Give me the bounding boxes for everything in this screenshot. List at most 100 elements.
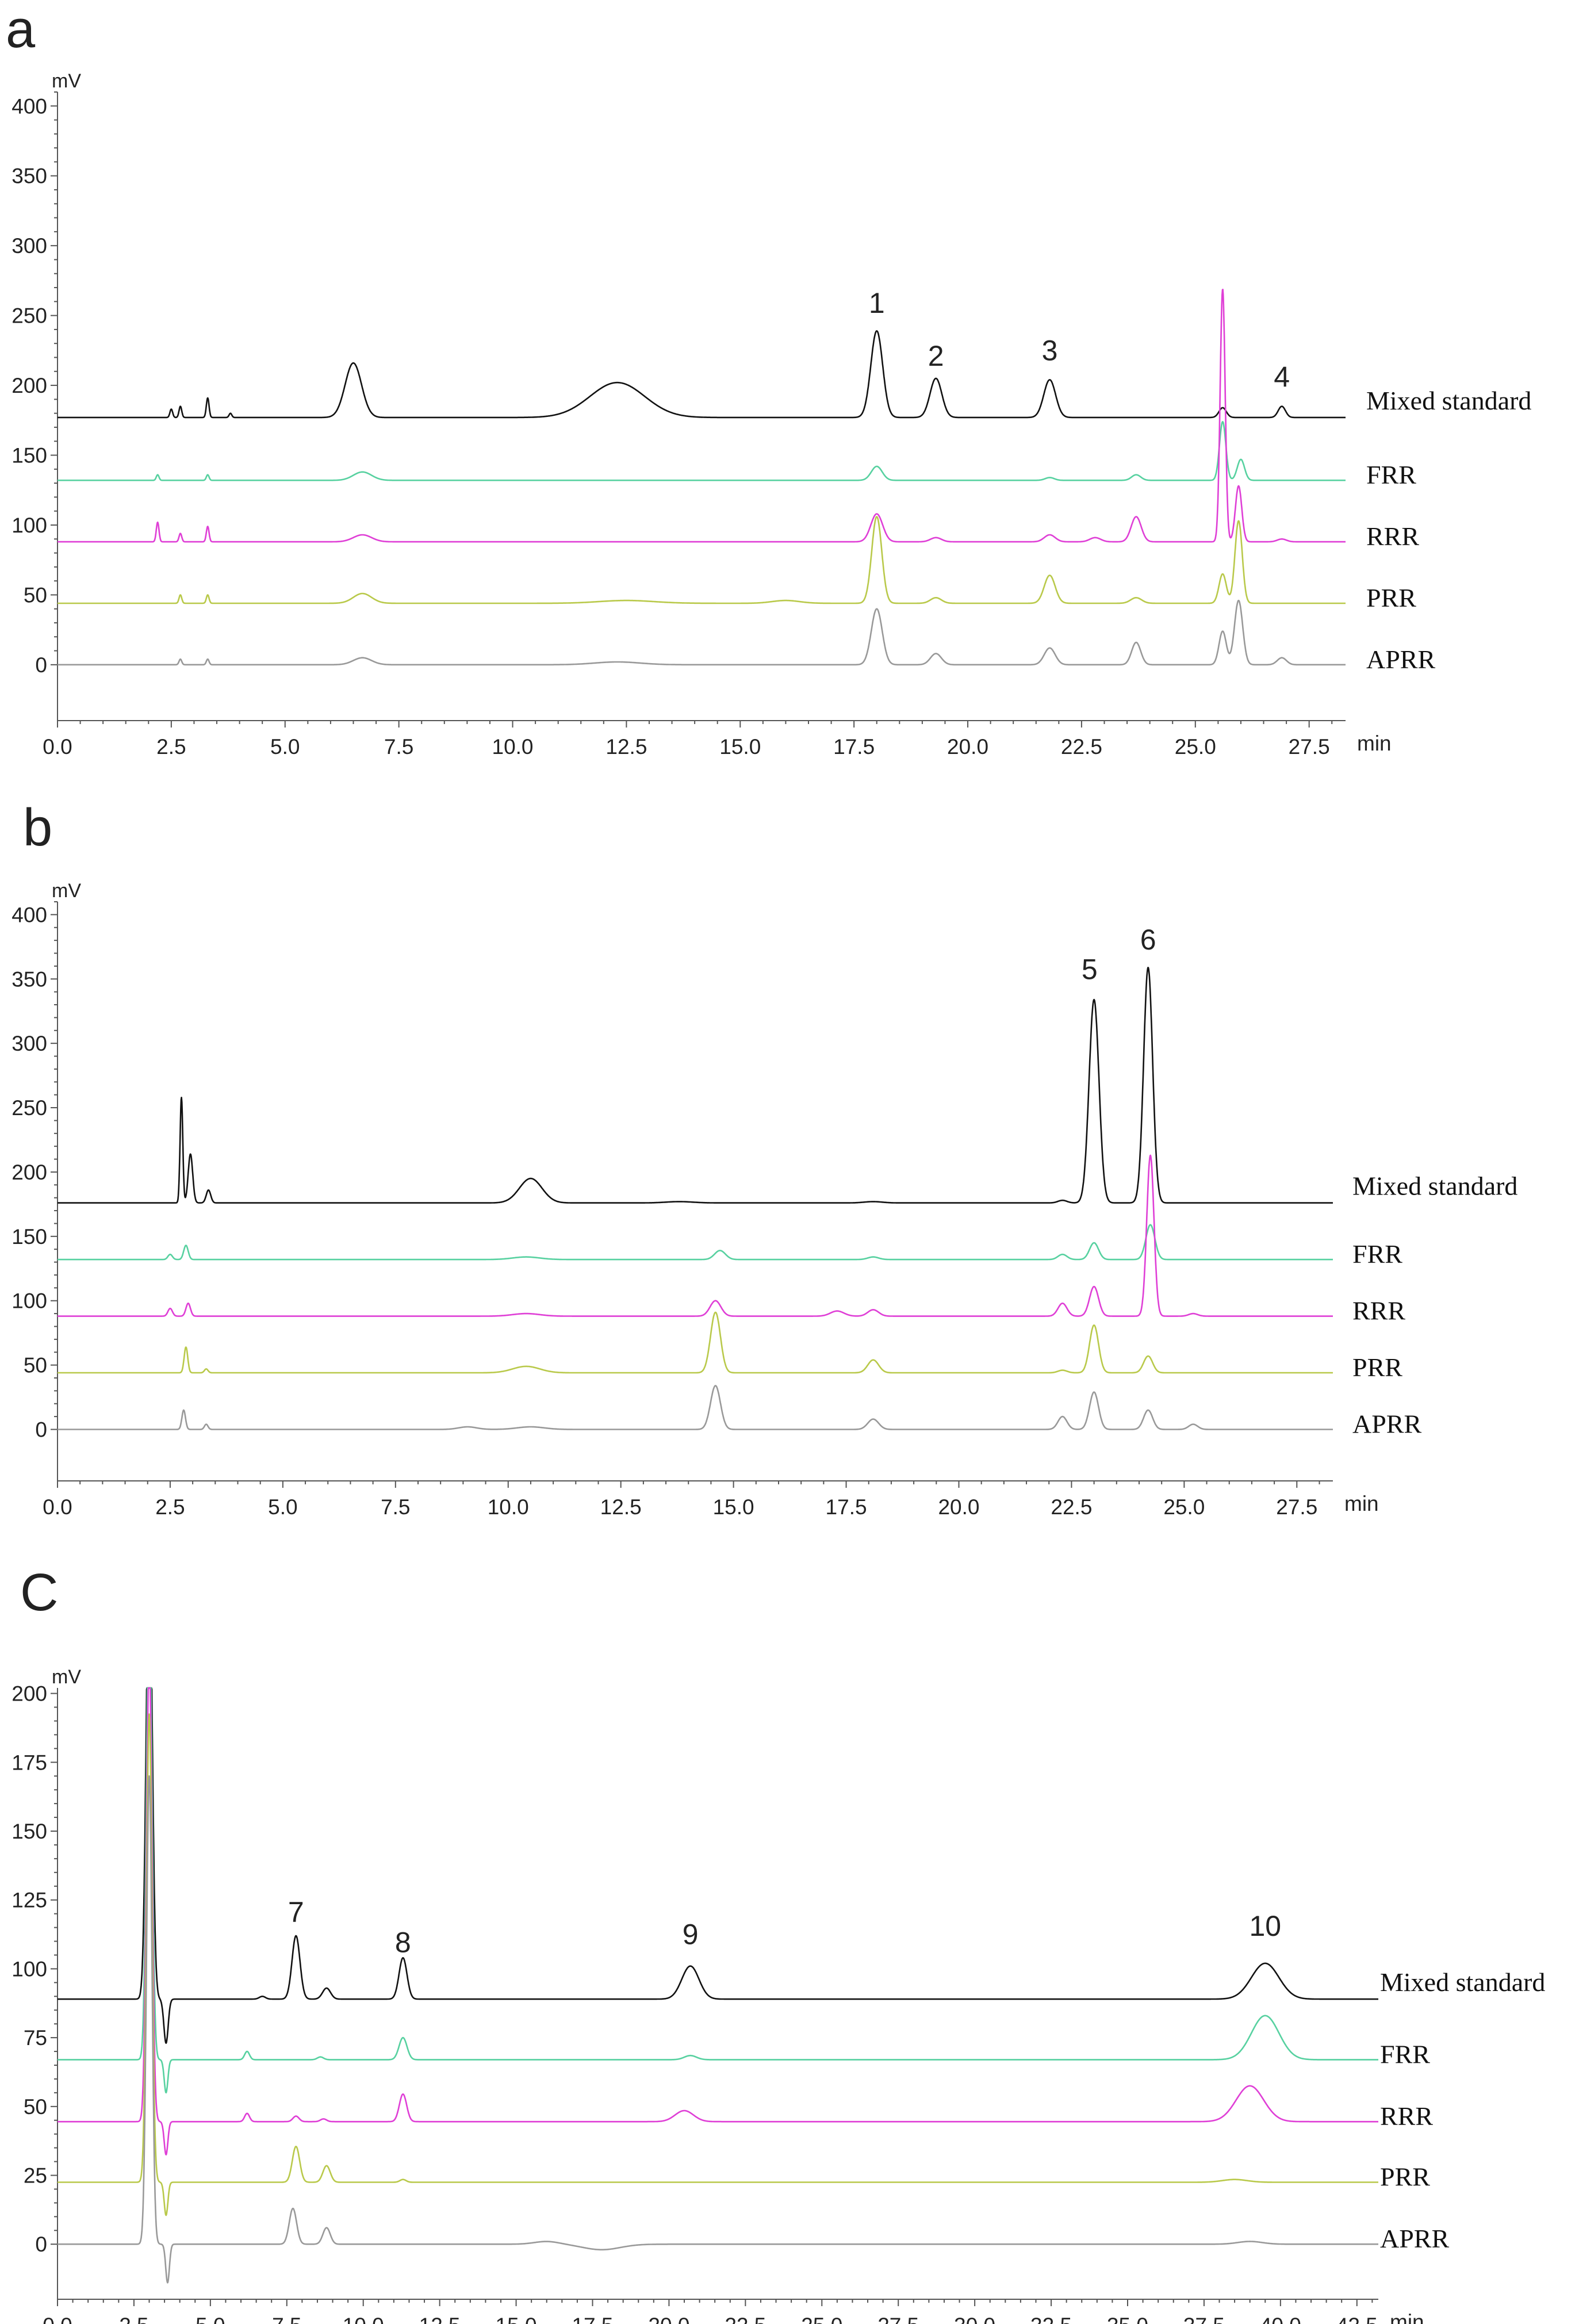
series-label: PRR (1366, 583, 1416, 612)
series-line-frr (57, 421, 1346, 481)
x-tick-label: 22.5 (725, 2314, 766, 2324)
y-tick-label: 350 (12, 967, 47, 991)
series-line-mixed-standard (57, 1687, 1379, 2044)
x-tick-label: 17.5 (826, 1495, 867, 1519)
series-label: APRR (1352, 1409, 1421, 1438)
x-tick-label: 7.5 (272, 2314, 301, 2324)
series-label: Mixed standard (1366, 386, 1531, 415)
x-tick-label: 40.0 (1260, 2314, 1301, 2324)
x-tick-label: 10.0 (492, 735, 534, 759)
series-line-mixed-standard (57, 967, 1333, 1204)
plot-area-a: 400 350 300 250 200 150 100 50 0 0.0 2.5 5.0 7.5 10.0… (12, 70, 1531, 759)
panel-label: a (6, 0, 36, 59)
series-label: PRR (1352, 1353, 1402, 1382)
series-line-prr (57, 1311, 1333, 1374)
y-tick-label: 100 (12, 1289, 47, 1313)
y-tick-label: 175 (12, 1751, 47, 1774)
x-tick-label: 25.0 (1163, 1495, 1205, 1519)
panel-a: a 400 350 300 250 200 150 100 50 0 0.0 2.5 5.0 7.5 10… (6, 0, 1531, 759)
y-tick-label: 25 (24, 2164, 47, 2188)
peak-label: 1 (869, 287, 885, 319)
x-tick-label: 27.5 (1289, 735, 1330, 759)
x-tick-label: 17.5 (833, 735, 875, 759)
x-tick-label: 27.5 (1276, 1495, 1317, 1519)
x-axis-label: min (1390, 2310, 1424, 2324)
y-tick-label: 300 (12, 234, 47, 258)
series-line-aprr (57, 1385, 1333, 1430)
series-label: Mixed standard (1380, 1967, 1545, 1997)
x-axis-label: min (1344, 1492, 1379, 1515)
series-line-prr (57, 1713, 1379, 2216)
peak-label: 8 (395, 1927, 411, 1959)
x-tick-label: 35.0 (1107, 2314, 1148, 2324)
peak-label: 4 (1274, 361, 1290, 393)
peak-label: 7 (288, 1896, 304, 1928)
series-label: RRR (1352, 1296, 1405, 1326)
y-tick-label: 350 (12, 164, 47, 188)
series-label: FRR (1352, 1239, 1402, 1269)
series-label: FRR (1366, 460, 1416, 489)
x-tick-label: 10.0 (488, 1495, 529, 1519)
series-line-rrr (57, 1687, 1379, 2155)
series-line-frr (57, 1687, 1379, 2094)
x-tick-label: 15.0 (496, 2314, 537, 2324)
x-tick-label: 10.0 (343, 2314, 384, 2324)
series-label: RRR (1380, 2101, 1433, 2131)
x-tick-label: 32.5 (1030, 2314, 1072, 2324)
x-tick-label: 5.0 (270, 735, 300, 759)
x-tick-label: 42.5 (1336, 2314, 1378, 2324)
y-tick-label: 100 (12, 1957, 47, 1981)
x-tick-label: 12.5 (419, 2314, 461, 2324)
plot-area-b: 400 350 300 250 200 150 100 50 0 0.0 2.5 5.0 7.5 10.0… (12, 880, 1517, 1519)
series-line-mixed-standard (57, 330, 1346, 419)
peak-label: 9 (683, 1918, 699, 1950)
panel-c: C 200 175 150 125 100 75 50 25 0 0.0 2.5 5.0 7.5 10.0… (12, 1563, 1545, 2324)
plot-area-c: 200 175 150 125 100 75 50 25 0 0.0 2.5 5.0 7.5 10.0 12… (12, 1666, 1545, 2324)
x-tick-label: 7.5 (381, 1495, 410, 1519)
y-tick-label: 150 (12, 1225, 47, 1249)
y-tick-label: 125 (12, 1889, 47, 1912)
y-axis-label: mV (52, 1666, 81, 1688)
x-tick-label: 27.5 (877, 2314, 919, 2324)
y-tick-label: 0 (35, 1418, 47, 1441)
x-tick-label: 37.5 (1183, 2314, 1225, 2324)
y-axis-label: mV (52, 70, 81, 92)
series-label: PRR (1380, 2162, 1430, 2191)
y-tick-label: 400 (12, 903, 47, 926)
x-tick-label: 0.0 (43, 2314, 72, 2324)
x-tick-label: 25.0 (1175, 735, 1216, 759)
x-tick-label: 25.0 (801, 2314, 842, 2324)
peak-label: 2 (928, 340, 944, 372)
series-line-rrr (57, 1154, 1333, 1317)
y-tick-label: 250 (12, 304, 47, 328)
x-tick-label: 20.0 (947, 735, 988, 759)
x-tick-label: 15.0 (713, 1495, 754, 1519)
x-tick-label: 15.0 (719, 735, 761, 759)
series-label: Mixed standard (1352, 1171, 1517, 1201)
panel-label: C (20, 1563, 58, 1622)
y-tick-label: 50 (24, 1354, 47, 1377)
x-tick-label: 22.5 (1061, 735, 1102, 759)
y-tick-label: 250 (12, 1096, 47, 1120)
series-line-rrr (57, 289, 1346, 543)
x-tick-label: 5.0 (196, 2314, 225, 2324)
x-tick-label: 0.0 (43, 735, 72, 759)
x-tick-label: 5.0 (268, 1495, 297, 1519)
x-tick-label: 12.5 (600, 1495, 642, 1519)
x-tick-label: 2.5 (155, 1495, 185, 1519)
y-tick-label: 300 (12, 1032, 47, 1055)
y-axis-label: mV (52, 880, 81, 902)
x-tick-label: 20.0 (648, 2314, 689, 2324)
y-tick-label: 200 (12, 374, 47, 397)
y-tick-label: 400 (12, 94, 47, 118)
y-tick-label: 50 (24, 583, 47, 607)
x-tick-label: 0.0 (43, 1495, 72, 1519)
y-tick-label: 150 (12, 444, 47, 468)
y-tick-label: 0 (35, 653, 47, 677)
series-label: FRR (1380, 2039, 1430, 2069)
y-tick-label: 200 (12, 1161, 47, 1184)
x-tick-label: 22.5 (1051, 1495, 1092, 1519)
series-line-aprr (57, 599, 1346, 666)
x-tick-label: 12.5 (605, 735, 647, 759)
